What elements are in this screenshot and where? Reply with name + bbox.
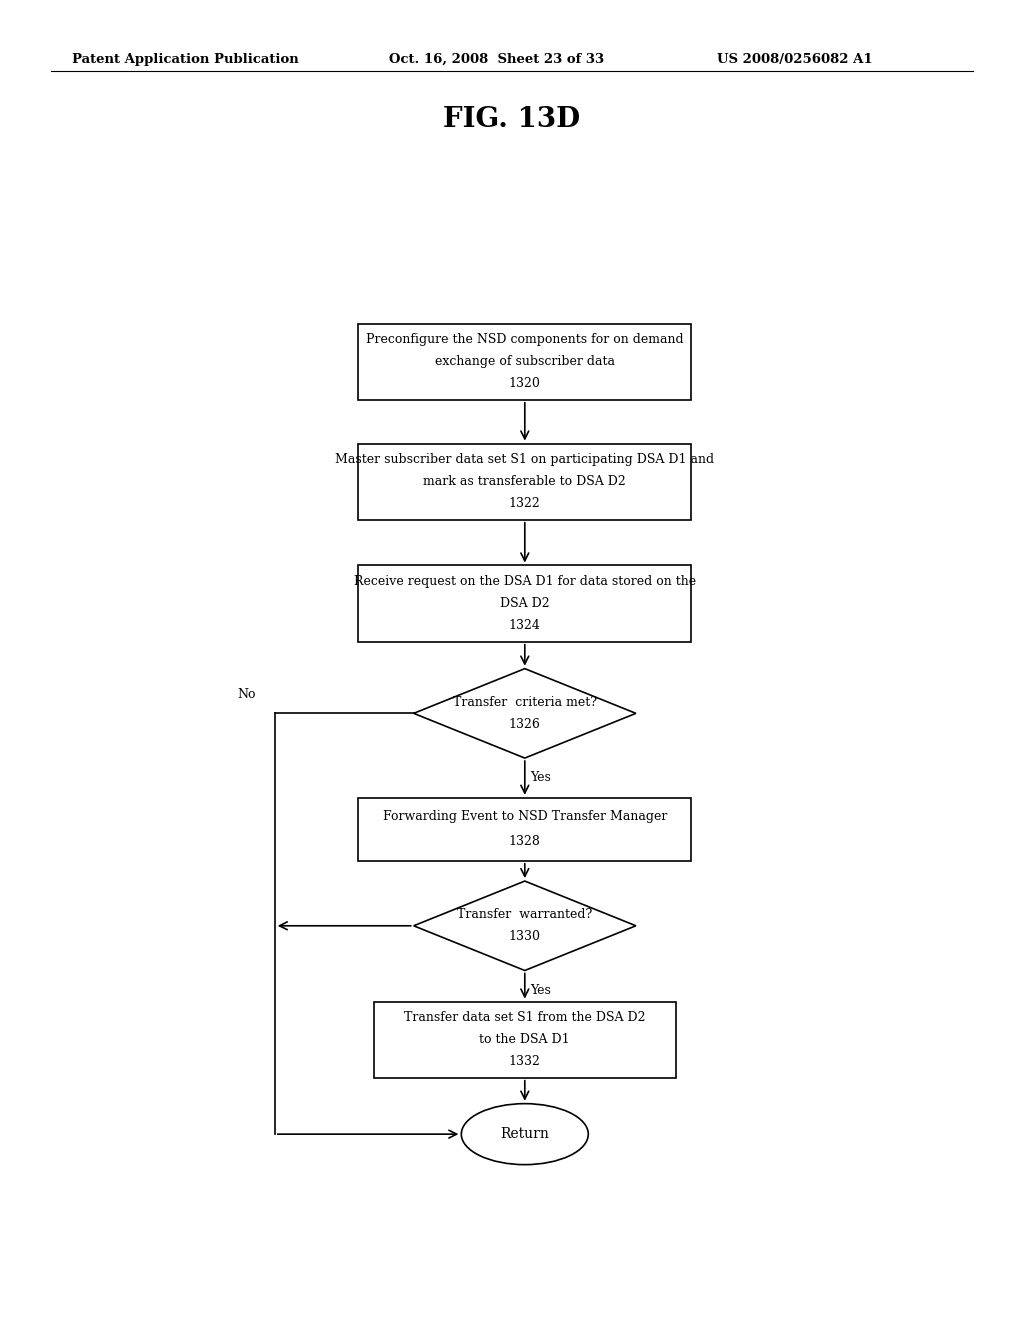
Text: exchange of subscriber data: exchange of subscriber data <box>435 355 614 368</box>
Text: 1320: 1320 <box>509 378 541 389</box>
Text: Receive request on the DSA D1 for data stored on the: Receive request on the DSA D1 for data s… <box>353 576 696 589</box>
Text: 1330: 1330 <box>509 931 541 944</box>
Text: No: No <box>238 688 256 701</box>
Text: Yes: Yes <box>530 983 551 997</box>
Text: FIG. 13D: FIG. 13D <box>443 106 581 132</box>
FancyBboxPatch shape <box>358 797 691 861</box>
Text: 1322: 1322 <box>509 496 541 510</box>
Text: Transfer  criteria met?: Transfer criteria met? <box>453 696 597 709</box>
Text: 1328: 1328 <box>509 836 541 849</box>
Polygon shape <box>414 880 636 970</box>
FancyBboxPatch shape <box>358 565 691 642</box>
FancyBboxPatch shape <box>358 444 691 520</box>
Text: Yes: Yes <box>530 771 551 784</box>
Text: 1326: 1326 <box>509 718 541 731</box>
Text: Transfer data set S1 from the DSA D2: Transfer data set S1 from the DSA D2 <box>404 1011 645 1024</box>
Text: Return: Return <box>501 1127 549 1142</box>
Ellipse shape <box>461 1104 588 1164</box>
Text: mark as transferable to DSA D2: mark as transferable to DSA D2 <box>424 475 626 488</box>
Polygon shape <box>414 669 636 758</box>
Text: Preconfigure the NSD components for on demand: Preconfigure the NSD components for on d… <box>366 334 684 346</box>
Text: Patent Application Publication: Patent Application Publication <box>72 53 298 66</box>
Text: Oct. 16, 2008  Sheet 23 of 33: Oct. 16, 2008 Sheet 23 of 33 <box>389 53 604 66</box>
Text: 1332: 1332 <box>509 1055 541 1068</box>
Text: Transfer  warranted?: Transfer warranted? <box>457 908 593 921</box>
Text: US 2008/0256082 A1: US 2008/0256082 A1 <box>717 53 872 66</box>
Text: 1324: 1324 <box>509 619 541 632</box>
FancyBboxPatch shape <box>358 323 691 400</box>
Text: to the DSA D1: to the DSA D1 <box>479 1034 570 1047</box>
FancyBboxPatch shape <box>374 1002 676 1077</box>
Text: Master subscriber data set S1 on participating DSA D1 and: Master subscriber data set S1 on partici… <box>335 453 715 466</box>
Text: Forwarding Event to NSD Transfer Manager: Forwarding Event to NSD Transfer Manager <box>383 810 667 824</box>
Text: DSA D2: DSA D2 <box>500 597 550 610</box>
